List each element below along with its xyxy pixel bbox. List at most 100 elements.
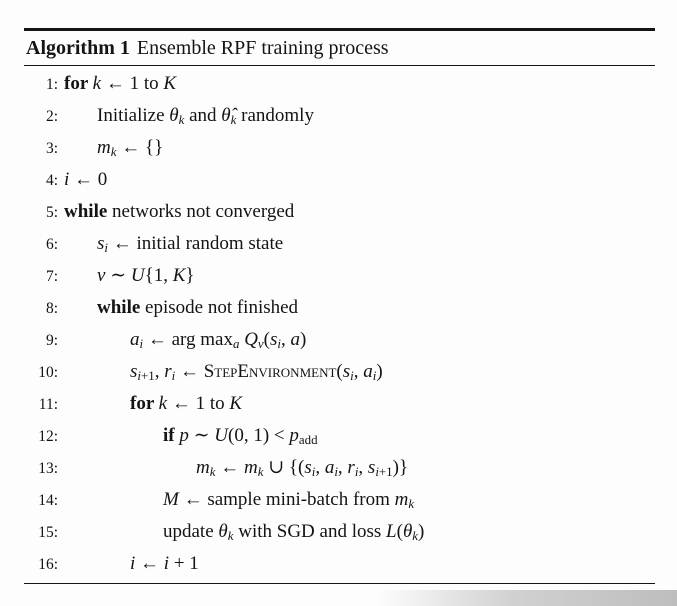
segment: (: [336, 360, 343, 382]
segment: m: [196, 456, 210, 478]
line-number: 2:: [45, 107, 58, 125]
segment: i: [372, 367, 377, 383]
segment: add: [298, 431, 318, 447]
segment: a: [232, 335, 240, 351]
segment: ← sample mini-batch from: [178, 488, 395, 510]
line-content: Initialize θk and θ̂k randomly: [64, 100, 314, 136]
segment: θ: [169, 104, 179, 126]
segment: k: [209, 463, 216, 479]
line-content: mk ← {}: [64, 132, 163, 168]
segment: i: [163, 552, 170, 574]
segment: ,: [337, 456, 348, 478]
segment: ∼: [188, 424, 215, 446]
segment: ,: [358, 456, 368, 478]
segment: k: [412, 527, 419, 543]
segment: i: [277, 335, 281, 351]
line-number: 9:: [45, 331, 58, 349]
segment: θ: [218, 520, 228, 542]
segment: episode not finished: [145, 296, 299, 318]
segment: p: [289, 424, 299, 446]
segment: ← 1 to: [101, 72, 164, 94]
line-number: 8:: [45, 299, 58, 317]
line-content: if p ∼ U(0, 1) < padd: [64, 420, 318, 456]
line-content: mk ← mk ∪ {(si, ai, ri, si+1)}: [64, 452, 408, 488]
segment: a: [130, 328, 140, 350]
line-content: for k ← 1 to K: [64, 68, 176, 100]
segment: ): [418, 520, 425, 542]
algo-line-3: 3: mk ← {}: [24, 132, 655, 164]
segment: i: [350, 367, 354, 383]
algo-line-5: 5: while networks not converged: [24, 196, 655, 228]
segment: Q: [244, 328, 258, 350]
segment: a: [324, 456, 335, 478]
segment: ν: [257, 335, 264, 351]
algo-line-12: 12: if p ∼ U(0, 1) < padd: [24, 420, 655, 452]
segment: i: [130, 552, 136, 574]
segment: m: [394, 488, 409, 510]
algo-line-9: 9: ai ← arg maxa Qν(si, a): [24, 324, 655, 356]
segment: (: [396, 520, 403, 542]
segment: )}: [392, 456, 409, 478]
line-number: 1:: [45, 75, 58, 93]
segment: if: [163, 424, 180, 446]
segment: ←: [135, 552, 164, 574]
line-content: while episode not finished: [64, 292, 298, 324]
segment: k: [92, 72, 102, 94]
segment: r: [347, 456, 355, 478]
segment: p: [179, 424, 189, 446]
segment: k: [408, 495, 415, 511]
line-number: 5:: [45, 203, 58, 221]
segment: U: [214, 424, 229, 446]
line-number: 13:: [38, 459, 58, 477]
segment: and: [184, 104, 222, 126]
segment: i: [375, 463, 379, 479]
algorithm-figure: Algorithm 1 Ensemble RPF training process…: [24, 28, 655, 585]
line-content: ν ∼ U{1, K}: [64, 260, 195, 292]
algo-line-11: 11: for k ← 1 to K: [24, 388, 655, 420]
segment: a: [363, 360, 373, 382]
line-content: ai ← arg maxa Qν(si, a): [64, 324, 306, 360]
segment: s: [342, 360, 351, 382]
line-content: while networks not converged: [64, 196, 294, 228]
line-number: 14:: [38, 491, 58, 509]
segment: for: [130, 392, 159, 414]
title-rule: [24, 64, 655, 66]
segment: Initialize: [97, 104, 170, 126]
segment: s: [269, 328, 278, 350]
segment: k: [227, 527, 234, 543]
line-content: si+1, ri ← StepEnvironment(si, ai): [64, 356, 383, 392]
segment: while: [64, 200, 113, 222]
segment: m: [97, 136, 111, 158]
algo-line-2: 2: Initialize θk and θ̂k randomly: [24, 100, 655, 132]
segment: k: [257, 463, 264, 479]
line-content: update θk with SGD and loss L(θk): [64, 516, 424, 552]
line-content: M ← sample mini-batch from mk: [64, 484, 414, 520]
segment: k: [178, 111, 185, 127]
algo-line-1: 1: for k ← 1 to K: [24, 68, 655, 100]
segment: networks not converged: [112, 200, 295, 222]
segment: ): [376, 360, 383, 382]
segment: }: [185, 264, 195, 286]
segment: K: [163, 72, 177, 94]
line-number: 15:: [38, 523, 58, 541]
segment: ←: [215, 456, 244, 478]
segment: r: [164, 360, 172, 382]
segment: L: [386, 520, 397, 542]
segment: K: [229, 392, 243, 414]
segment: a: [290, 328, 300, 350]
segment: +1: [141, 367, 155, 383]
segment: ← 1 to: [167, 392, 230, 414]
segment: s: [367, 456, 376, 478]
algo-line-6: 6: si ← initial random state: [24, 228, 655, 260]
segment: ν: [97, 264, 106, 286]
segment: θ: [402, 520, 413, 542]
segment: k: [158, 392, 168, 414]
line-number: 10:: [38, 363, 58, 381]
segment: i: [354, 463, 359, 479]
line-number: 16:: [38, 555, 58, 573]
segment: s: [97, 232, 105, 254]
segment: update: [163, 520, 219, 542]
segment: m: [243, 456, 258, 478]
segment: ): [299, 328, 307, 350]
line-number: 12:: [38, 427, 58, 445]
